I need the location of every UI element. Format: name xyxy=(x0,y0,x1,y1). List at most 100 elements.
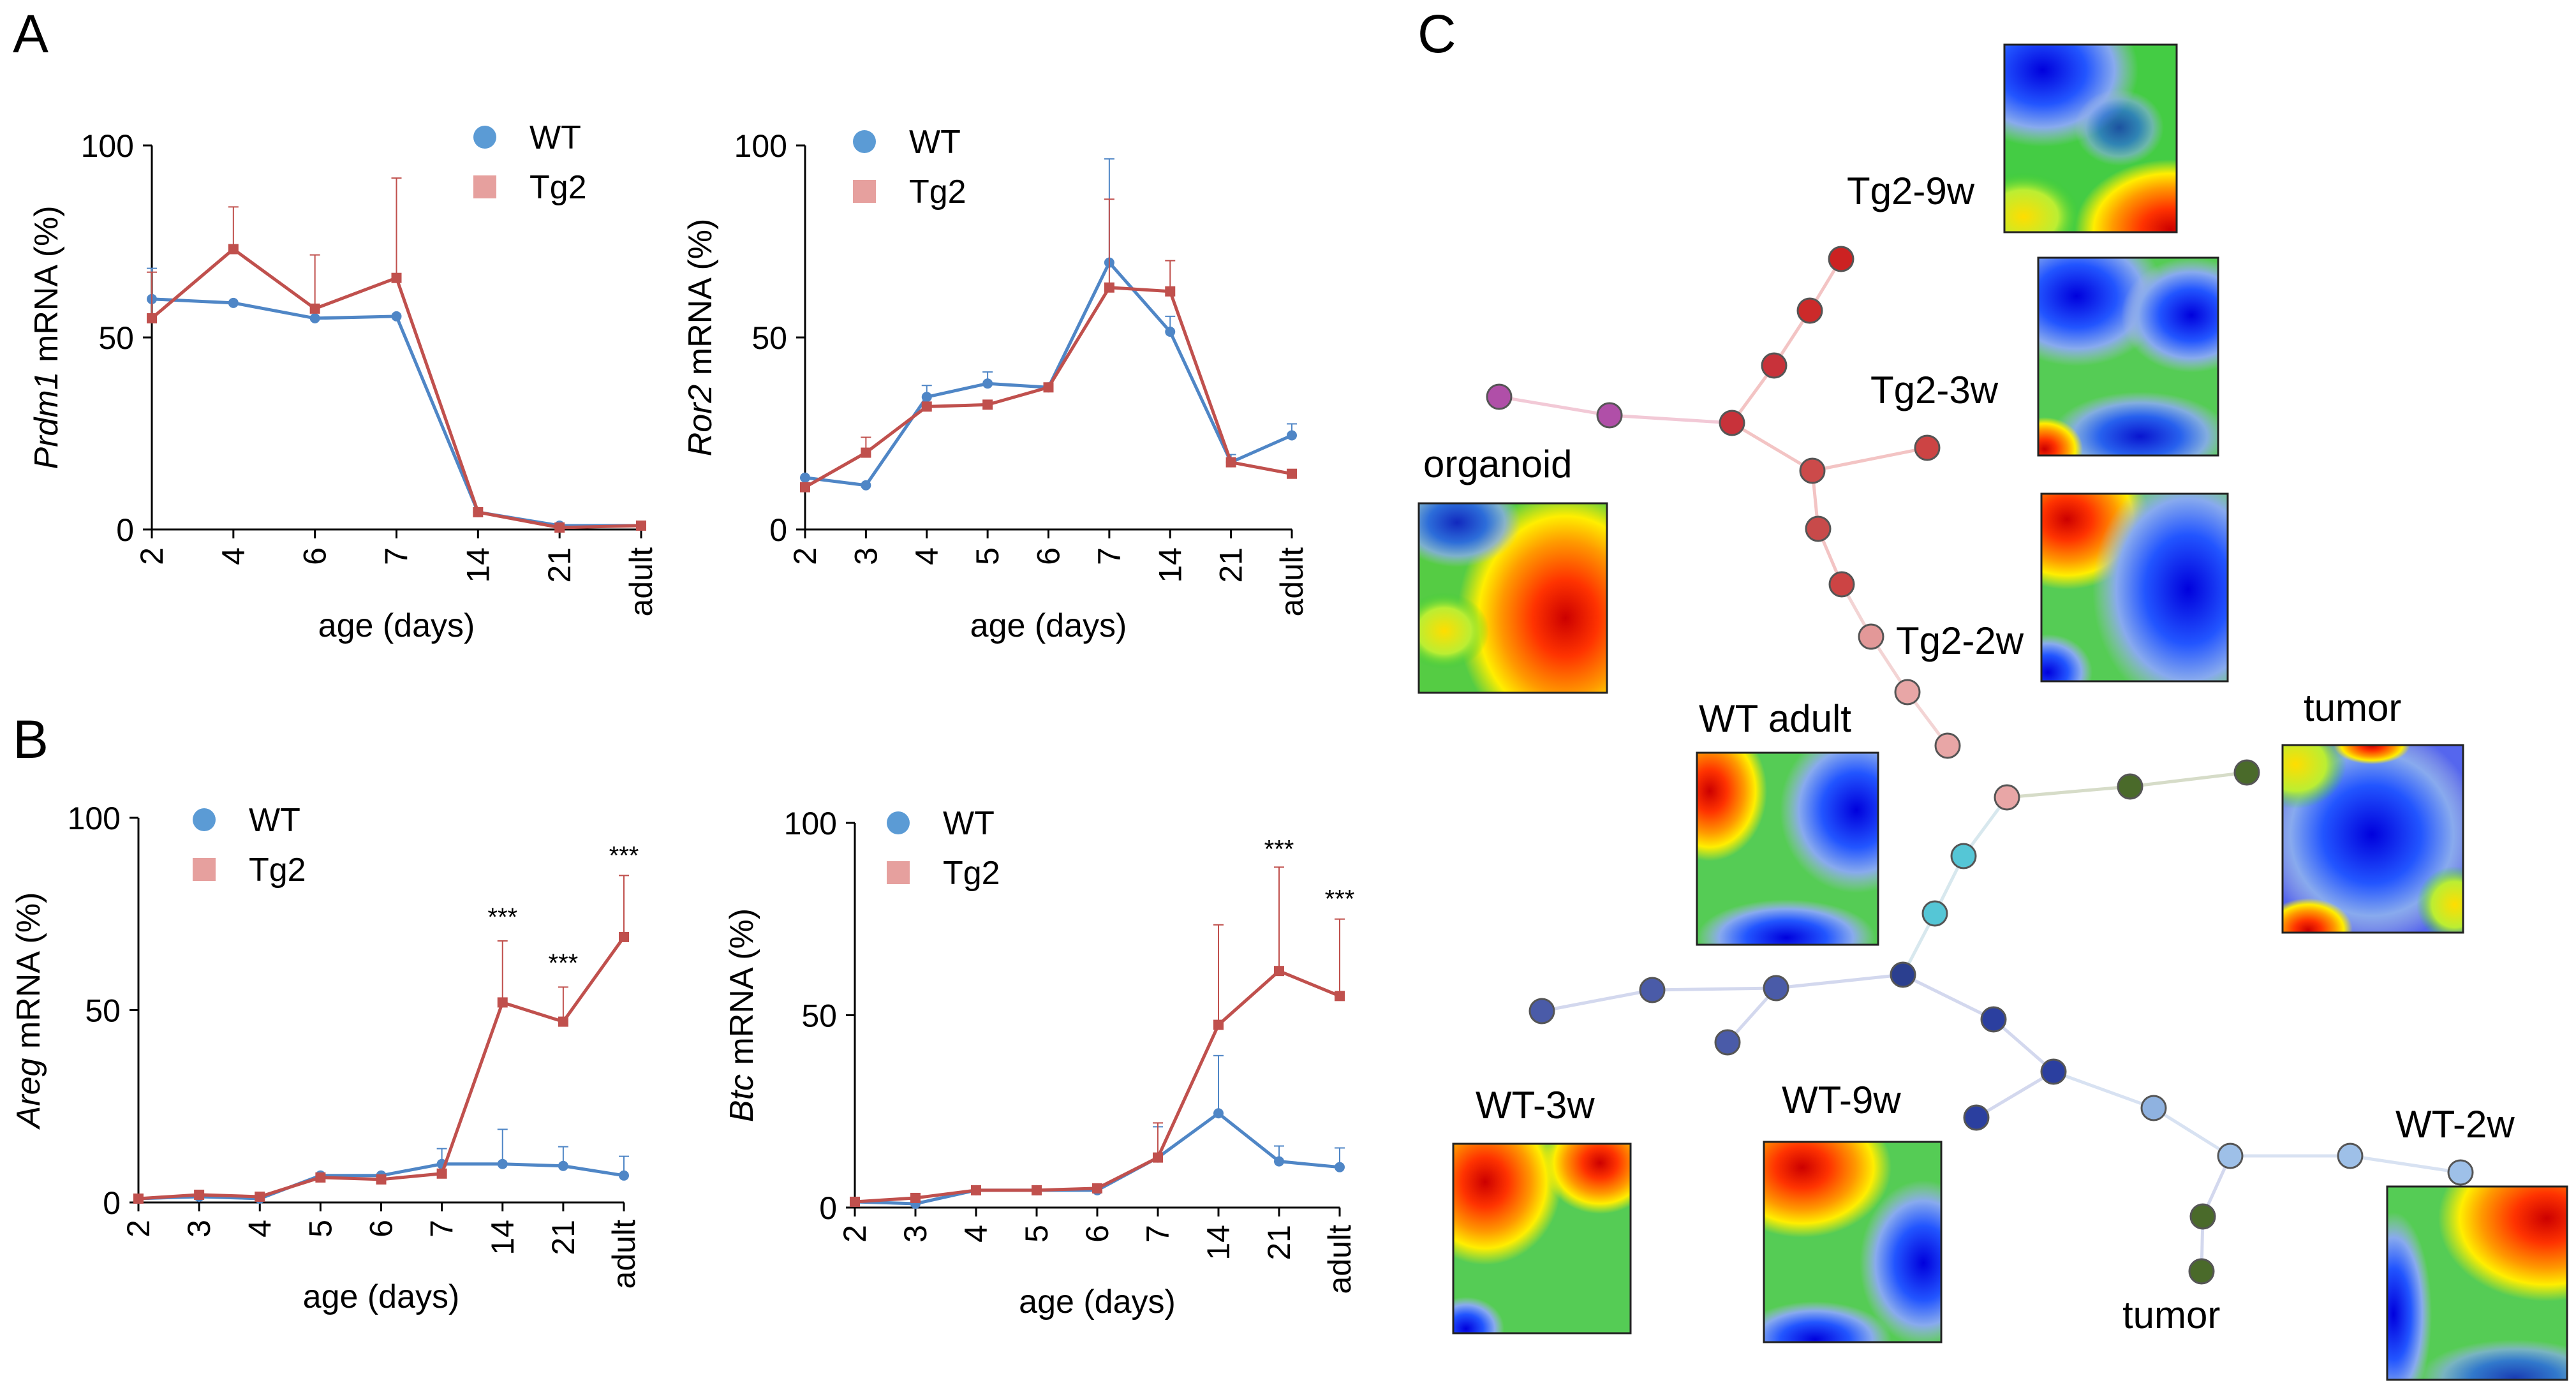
tree-node xyxy=(1963,1104,1990,1131)
x-axis-title: age (days) xyxy=(970,607,1127,644)
y-tick-label: 100 xyxy=(81,128,134,164)
x-tick-label: 6 xyxy=(364,1220,399,1238)
data-point-wt xyxy=(558,1160,568,1171)
label-tumor-bottom: tumor xyxy=(2122,1294,2220,1336)
tree-edge xyxy=(2053,1070,2154,1110)
data-point-tg2 xyxy=(1092,1183,1102,1194)
y-axis-gene: Prdm1 xyxy=(28,371,65,469)
label-wt-9w: WT-9w xyxy=(1782,1079,1901,1121)
tree-node xyxy=(1858,623,1884,650)
tree-nodes xyxy=(1486,246,2474,1285)
significance-label: *** xyxy=(1264,835,1294,863)
tree-node xyxy=(1719,410,1745,436)
panel-label-a: A xyxy=(13,4,48,64)
som-portrait-wt-3w xyxy=(1452,1142,1632,1335)
data-point-tg2 xyxy=(1153,1152,1163,1163)
series-line-tg2 xyxy=(151,247,642,529)
tree-node xyxy=(1529,998,1555,1024)
tree-node xyxy=(1639,977,1666,1003)
y-axis-gene: Areg xyxy=(10,1058,47,1130)
label-tg2-2w: Tg2-2w xyxy=(1896,619,2024,662)
tree-node xyxy=(2140,1095,2167,1121)
data-point-tg2 xyxy=(554,522,565,533)
x-tick-label: adult xyxy=(1274,547,1310,617)
y-axis-gene: Btc xyxy=(723,1074,760,1122)
legend-label-wt: WT xyxy=(249,802,300,839)
tree-edge xyxy=(1992,1018,2055,1073)
legend-label-wt: WT xyxy=(943,805,995,842)
x-tick-label: 6 xyxy=(1079,1225,1115,1243)
data-point-tg2 xyxy=(636,520,646,531)
data-point-tg2 xyxy=(1225,457,1236,468)
som-portrait-tg2-9w xyxy=(2003,43,2178,233)
tree-node xyxy=(1934,732,1961,759)
legend-label-tg2: Tg2 xyxy=(529,169,587,206)
tree-edge xyxy=(1541,988,1653,1013)
panel-label-b: B xyxy=(13,709,48,769)
data-point-tg2 xyxy=(861,447,871,458)
data-point-wt xyxy=(800,472,810,483)
tree-edge xyxy=(1775,973,1904,990)
significance-label: *** xyxy=(549,949,579,977)
chart-prdm1: 0 50 100 2 4 6 7 14 21 adult age (days) Prdm1 mRNA … xyxy=(28,119,659,644)
legend-marker-tg2 xyxy=(853,180,876,203)
data-point-wt xyxy=(619,1170,629,1181)
data-point-tg2 xyxy=(255,1191,265,1202)
tree-node xyxy=(1805,515,1832,542)
data-point-tg2 xyxy=(558,1016,568,1027)
tree-edge xyxy=(2006,785,2131,799)
som-portrait-tumor-right xyxy=(2281,744,2464,934)
x-tick-label: 2 xyxy=(121,1220,156,1238)
data-point-tg2 xyxy=(1274,966,1284,977)
legend-label-tg2: Tg2 xyxy=(909,174,966,211)
tree-node xyxy=(2117,773,2143,800)
legend-label-tg2: Tg2 xyxy=(249,852,306,889)
series-line-wt xyxy=(804,260,1293,487)
y-axis-title: Areg mRNA (%) xyxy=(10,892,47,1130)
tree-edge xyxy=(1609,413,1733,425)
data-point-tg2 xyxy=(147,313,157,323)
data-point-tg2 xyxy=(1032,1185,1042,1195)
data-point-wt xyxy=(982,378,993,389)
x-tick-label: 21 xyxy=(542,547,577,583)
y-axis-unit: mRNA (%) xyxy=(10,892,47,1058)
x-tick-label: 14 xyxy=(460,547,496,583)
x-tick-label: 6 xyxy=(297,547,333,565)
y-axis-title: Prdm1 mRNA (%) xyxy=(28,205,65,469)
x-tick-label: 2 xyxy=(134,547,170,565)
data-point-tg2 xyxy=(315,1172,326,1183)
y-axis-unit: mRNA (%) xyxy=(723,908,760,1074)
tree-edge xyxy=(1499,395,1610,417)
legend-marker-wt xyxy=(853,130,876,153)
y-axis-title: Btc mRNA (%) xyxy=(723,908,760,1122)
tree-edge xyxy=(1975,1070,2055,1120)
y-tick-label: 0 xyxy=(769,512,787,548)
data-point-wt xyxy=(1165,326,1176,337)
som-portrait-wt-adult xyxy=(1696,751,1879,946)
x-tick-label: 5 xyxy=(302,1220,338,1238)
data-point-tg2 xyxy=(228,244,239,255)
tree-node xyxy=(1763,975,1789,1002)
x-tick-label: 4 xyxy=(216,547,251,565)
y-tick-label: 0 xyxy=(103,1185,121,1221)
tree-edge xyxy=(1731,421,1814,473)
label-wt-adult: WT adult xyxy=(1699,697,1851,740)
data-point-tg2 xyxy=(1335,991,1345,1002)
x-tick-label: 2 xyxy=(837,1225,873,1243)
data-point-tg2 xyxy=(971,1185,981,1195)
tree-node xyxy=(2189,1203,2216,1230)
tree-node xyxy=(1914,434,1941,461)
tree-node xyxy=(2447,1159,2474,1186)
data-point-wt xyxy=(1274,1156,1284,1167)
label-tg2-9w: Tg2-9w xyxy=(1847,170,1975,212)
tree-node xyxy=(1828,246,1854,272)
tree-node xyxy=(1714,1029,1741,1056)
tree-node xyxy=(2188,1258,2215,1285)
significance-label: *** xyxy=(609,841,639,869)
x-tick-label: 14 xyxy=(1201,1225,1236,1261)
legend-marker-tg2 xyxy=(193,858,216,881)
som-tree: Tg2-9w Tg2-3w Tg2-2w organoid WT adult t… xyxy=(1418,43,2568,1381)
data-point-tg2 xyxy=(921,401,932,412)
y-tick-label: 0 xyxy=(116,512,134,548)
data-point-tg2 xyxy=(133,1193,144,1204)
